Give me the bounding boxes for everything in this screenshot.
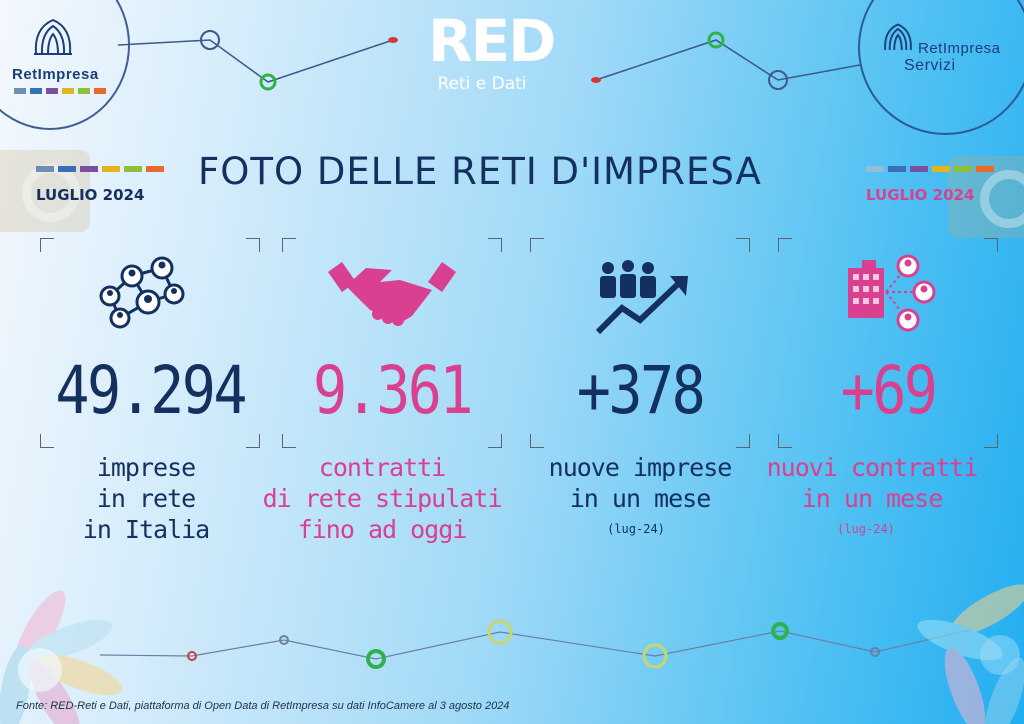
stat-card-nuovi-contratti: +69 <box>778 238 998 448</box>
stat-label-line: nuove imprese <box>548 453 733 482</box>
stat-label-line: fino ad oggi <box>297 515 468 544</box>
stat-label-line: in Italia <box>82 515 210 544</box>
retimpresa-emblem-icon <box>34 18 72 55</box>
frame-corner <box>736 434 750 448</box>
left-brand-name: RetImpresa <box>12 66 99 83</box>
frame-corner <box>778 434 792 448</box>
stat-value: +378 <box>576 352 706 429</box>
stat-label-line: imprese <box>96 453 196 482</box>
source-footnote: Fonte: RED-Reti e Dati, piattaforma di O… <box>16 700 510 712</box>
growth-people-icon <box>595 260 688 335</box>
red-logo-tagline: Reti e Dati <box>437 74 527 94</box>
retimpresa-servizi-emblem-icon <box>884 23 912 51</box>
stat-value: 49.294 <box>55 352 247 429</box>
stat-label-nuove-imprese: nuove imprese in un mese <box>520 452 760 514</box>
frame-corner <box>488 434 502 448</box>
right-brand-name-line2: Servizi <box>904 57 956 74</box>
frame-corner <box>246 238 260 252</box>
frame-corner <box>984 434 998 448</box>
red-logo-wordmark: RED <box>428 7 556 75</box>
building-network-icon <box>848 254 936 332</box>
date-right-colorbar <box>866 166 994 172</box>
stat-card-nuove-imprese: +378 <box>530 238 750 448</box>
stat-label-line: in rete <box>96 484 196 513</box>
frame-corner <box>40 238 54 252</box>
frame-corner <box>40 434 54 448</box>
frame-corner <box>530 434 544 448</box>
stat-label-line: in un mese <box>801 484 944 513</box>
stat-value: +69 <box>840 352 938 429</box>
stat-card-contratti: 9.361 <box>282 238 502 448</box>
frame-corner <box>984 238 998 252</box>
frame-corner <box>246 434 260 448</box>
red-logo: RED Reti e Dati <box>428 7 556 98</box>
frame-corner <box>488 238 502 252</box>
frame-corner <box>530 238 544 252</box>
stat-value: 9.361 <box>313 352 474 429</box>
frame-corner <box>282 238 296 252</box>
stat-label-imprese: imprese in rete in Italia <box>26 452 266 545</box>
stat-label-line: di rete stipulati <box>262 484 503 513</box>
left-brand-colorbar <box>14 88 106 94</box>
stat-label-nuovi-contratti: nuovi contratti in un mese <box>752 452 992 514</box>
stat-card-imprese: 49.294 <box>40 238 260 448</box>
right-brand-name-line1: RetImpresa <box>918 40 1001 57</box>
network-people-icon <box>99 256 185 329</box>
date-right: LUGLIO 2024 <box>866 186 975 204</box>
stat-sub-nuovi-contratti: (lug-24) <box>837 522 895 536</box>
frame-corner <box>778 238 792 252</box>
date-left-colorbar <box>36 166 164 172</box>
frame-corner <box>736 238 750 252</box>
stat-label-line: contratti <box>318 453 446 482</box>
frame-corner <box>282 434 296 448</box>
handshake-icon <box>328 262 456 326</box>
stat-sub-nuove-imprese: (lug-24) <box>607 522 665 536</box>
page-title: FOTO DELLE RETI D'IMPRESA <box>198 150 762 193</box>
stat-label-line: nuovi contratti <box>766 453 979 482</box>
date-left: LUGLIO 2024 <box>36 186 145 204</box>
stat-label-contratti: contratti di rete stipulati fino ad oggi <box>262 452 503 545</box>
stat-label-line: in un mese <box>569 484 712 513</box>
